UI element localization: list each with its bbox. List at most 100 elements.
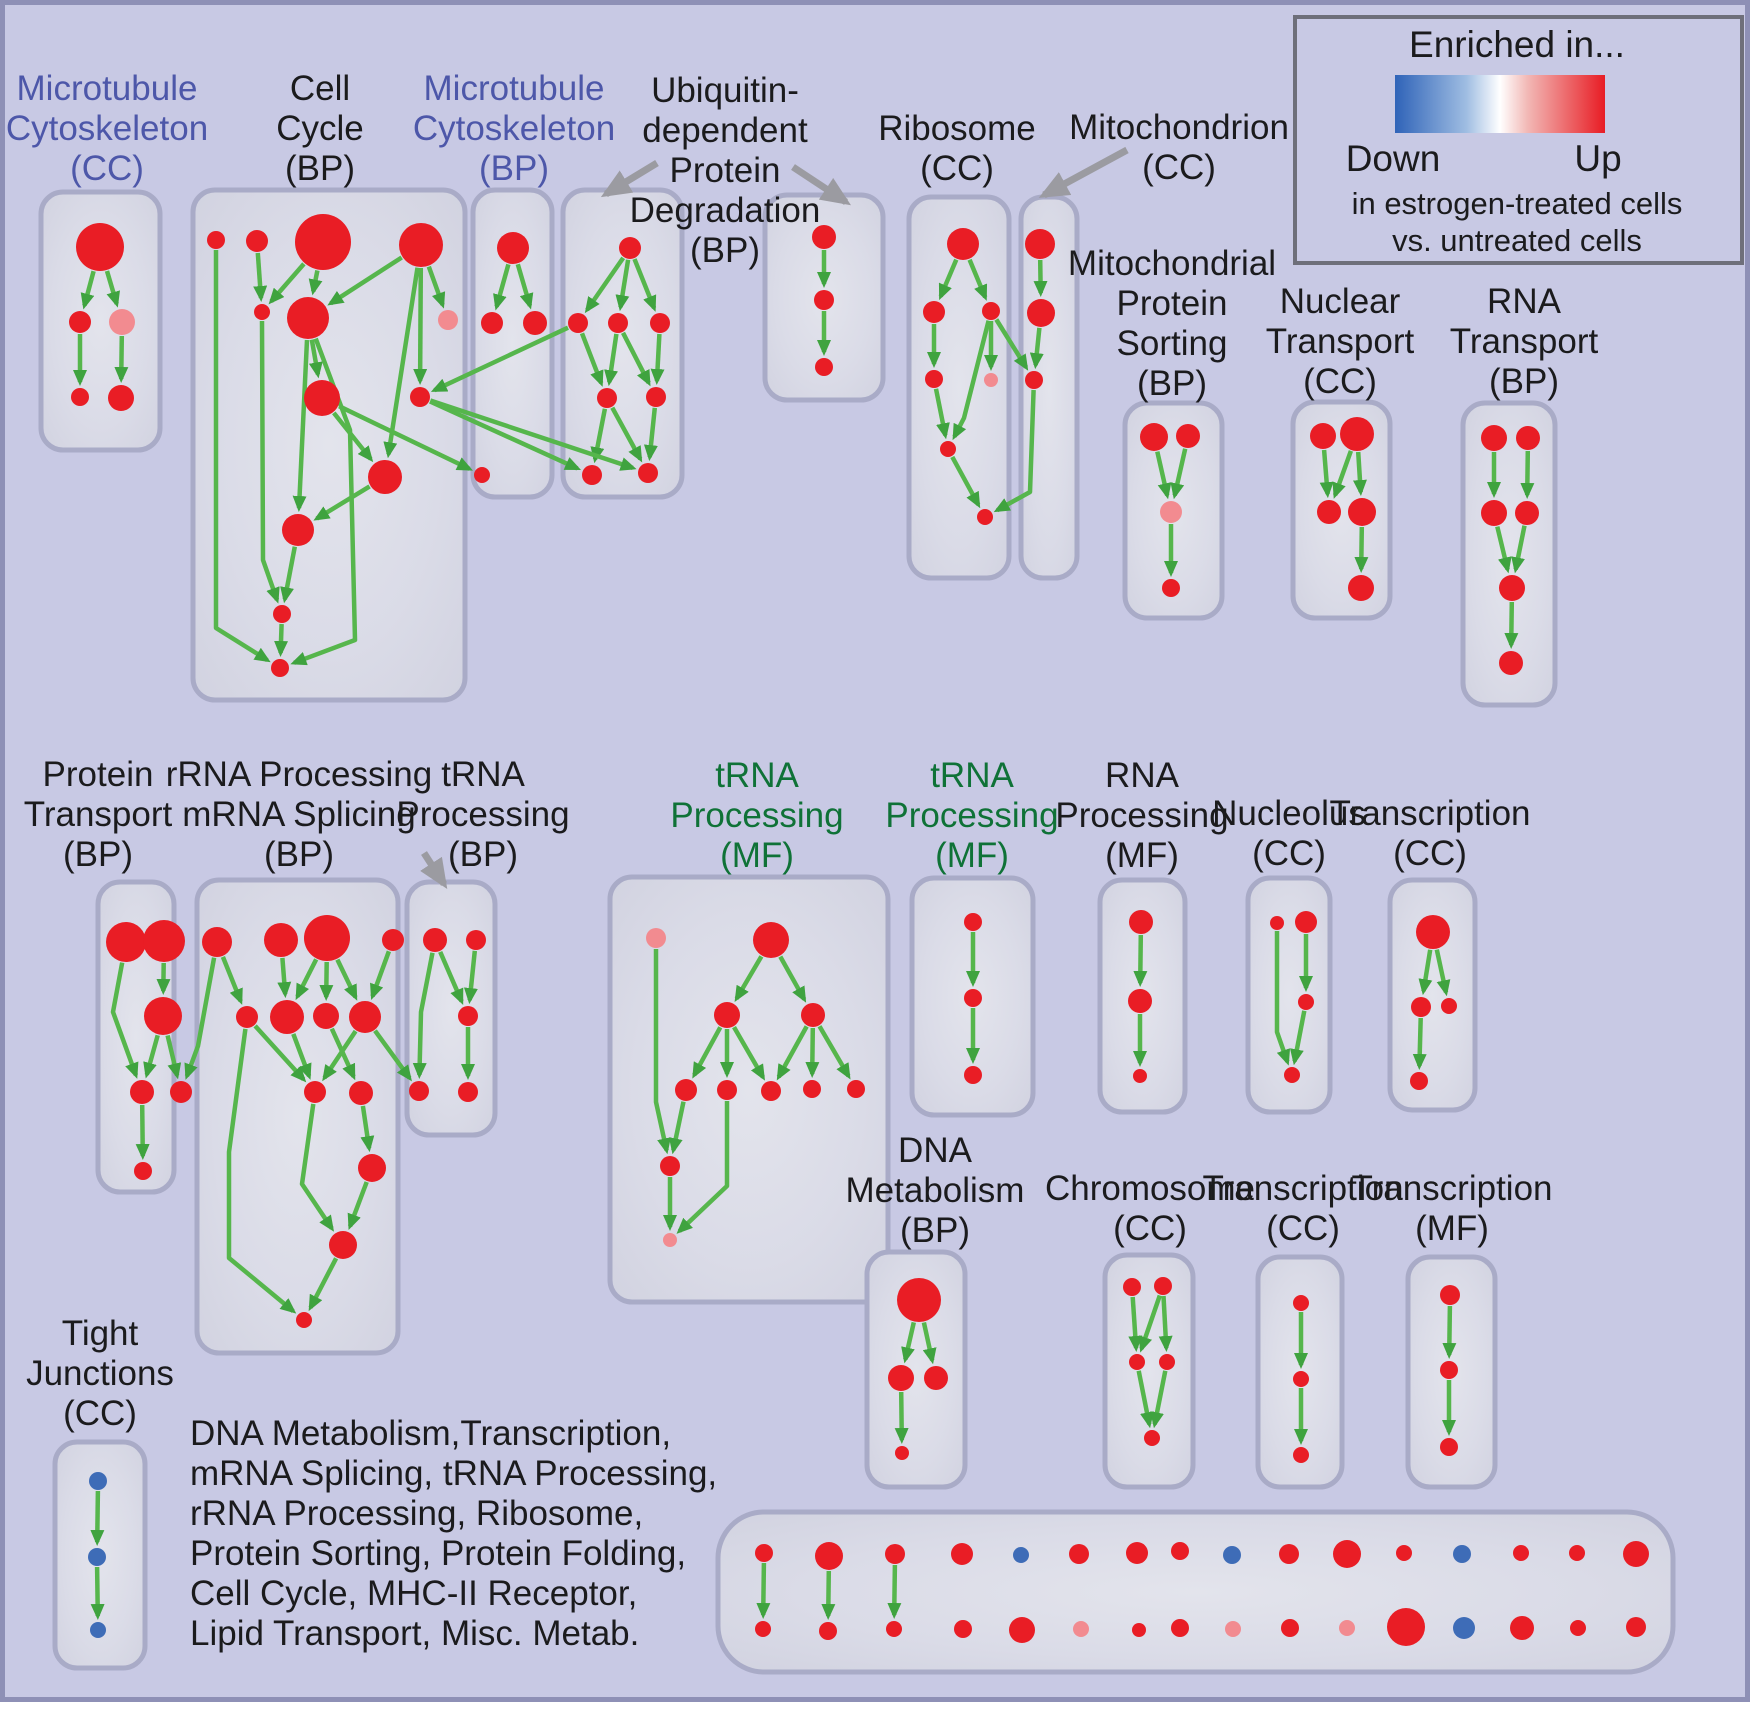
node-mixed-functions-3: [951, 1543, 973, 1565]
node-microtubule-cytoskeleton-cc-2: [109, 309, 135, 335]
node-nucleolus-3: [1284, 1067, 1300, 1083]
node-ubiquitin-degradation-b-2: [815, 358, 833, 376]
node-trna-processing-mf-b-2: [964, 1066, 982, 1084]
edge-cell-cycle: [383, 267, 420, 459]
node-protein-transport-4: [170, 1081, 192, 1103]
node-mixed-functions-21: [1073, 1621, 1089, 1637]
label-tight-junctions: Tight Junctions (CC): [26, 1314, 174, 1433]
node-trna-processing-mf-a-6: [761, 1081, 781, 1101]
node-mixed-functions-17: [819, 1622, 837, 1640]
node-mixed-functions-7: [1171, 1542, 1189, 1560]
legend-title: Enriched in...: [1409, 24, 1625, 65]
label-cell-cycle: Cell Cycle (BP): [276, 69, 364, 188]
node-trna-processing-mf-a-2: [714, 1002, 740, 1028]
node-mitochondrion-2: [1025, 371, 1043, 389]
label-microtubule-cytoskeleton-cc: Microtubule Cytoskeleton (CC): [6, 69, 208, 188]
edge-ribosome: [952, 320, 991, 441]
label-transcription-cc-upper: Transcription (CC): [1330, 794, 1531, 873]
node-mixed-functions-29: [1510, 1616, 1534, 1640]
node-mixed-functions-9: [1279, 1544, 1299, 1564]
node-chromosome-0: [1123, 1278, 1141, 1296]
edge-transcription-mf: [1442, 1305, 1457, 1359]
edge-cell-cycle: [308, 339, 323, 379]
node-mixed-functions-11: [1396, 1545, 1412, 1561]
node-mixed-functions-16: [755, 1621, 771, 1637]
node-chromosome-2: [1129, 1354, 1145, 1370]
node-mixed-functions-0: [755, 1544, 773, 1562]
edge-microtubule-cytoskeleton-bp: [515, 263, 534, 310]
node-transcription-cc-upper-1: [1411, 997, 1431, 1017]
node-rrna-processing-mrna-splicing-8: [304, 1081, 326, 1103]
node-nuclear-transport-0: [1310, 423, 1336, 449]
edge-trna-processing-bp: [412, 952, 435, 1079]
edge-ubiquitin-degradation-a: [650, 333, 665, 385]
node-rna-transport-5: [1499, 651, 1523, 675]
edge-dna-metabolism: [921, 1322, 937, 1365]
node-mixed-functions-1: [815, 1542, 843, 1570]
edge-rrna-processing-mrna-splicing: [277, 957, 292, 999]
node-mixed-functions-31: [1626, 1617, 1646, 1637]
node-dna-metabolism-2: [924, 1366, 948, 1390]
node-trna-processing-mf-a-5: [717, 1080, 737, 1100]
edge-nuclear-transport: [1352, 451, 1367, 496]
label-rrna-processing-mrna-splicing: rRNA Processing mRNA Splicing (BP): [166, 755, 432, 874]
node-mitochondrial-protein-sorting-2: [1160, 501, 1182, 523]
edge-rrna-processing-mrna-splicing: [319, 961, 334, 1001]
edge-ribosome: [950, 455, 981, 509]
edge-rna-processing-mf: [1133, 934, 1148, 987]
node-nuclear-transport-1: [1340, 417, 1374, 451]
label-mitochondrial-protein-sorting: Mitochondrial Protein Sorting (BP): [1068, 244, 1276, 403]
label-transcription-mf: Transcription (MF): [1352, 1169, 1553, 1248]
node-tight-junctions-1: [88, 1548, 106, 1566]
group-box-nucleolus: [1245, 875, 1333, 1115]
node-cell-cycle-4: [254, 304, 270, 320]
label-dna-metabolism: DNA Metabolism (BP): [846, 1131, 1025, 1250]
group-box-dna-metabolism: [864, 1249, 968, 1490]
node-mitochondrial-protein-sorting-3: [1162, 579, 1180, 597]
node-trna-processing-bp-3: [409, 1081, 429, 1101]
node-nucleolus-2: [1298, 994, 1314, 1010]
edge-dna-metabolism: [901, 1321, 916, 1364]
cross-edge-mitochondrion-to-ribosome: [993, 389, 1036, 513]
label-rna-processing-mf: RNA Processing (MF): [1055, 756, 1228, 875]
node-mixed-functions-18: [886, 1621, 902, 1637]
edge-cell-cycle: [327, 255, 403, 306]
node-nuclear-transport-3: [1348, 498, 1376, 526]
arrow-to-ubiquitin-b: [791, 164, 852, 206]
arrow-to-ubiquitin-a: [600, 160, 659, 198]
node-microtubule-cytoskeleton-cc-1: [69, 311, 91, 333]
node-mixed-functions-10: [1333, 1540, 1361, 1568]
edge-cell-cycle: [413, 267, 428, 385]
edge-cell-cycle: [213, 250, 271, 663]
edge-ubiquitin-degradation-a: [584, 256, 626, 314]
edge-ubiquitin-degradation-a: [604, 333, 619, 387]
node-trna-processing-mf-a-4: [675, 1079, 697, 1101]
edge-cell-cycle: [426, 265, 446, 309]
edge-nucleolus: [1274, 931, 1291, 1066]
edge-protein-transport: [165, 1034, 182, 1080]
node-mixed-functions-8: [1223, 1546, 1241, 1564]
node-mixed-functions-23: [1171, 1619, 1189, 1637]
legend-line2: vs. untreated cells: [1392, 223, 1642, 258]
node-cell-cycle-10: [282, 514, 314, 546]
node-microtubule-cytoskeleton-cc-4: [108, 385, 134, 411]
edge-mitochondrion: [1033, 259, 1048, 297]
node-mixed-functions-28: [1453, 1617, 1475, 1639]
edge-tight-junctions: [90, 1566, 105, 1620]
edge-rrna-processing-mrna-splicing: [335, 958, 358, 1001]
edge-rrna-processing-mrna-splicing: [299, 1103, 335, 1232]
node-protein-transport-3: [130, 1080, 154, 1104]
edge-rrna-processing-mrna-splicing: [226, 1028, 297, 1314]
edge-ubiquitin-degradation-a: [615, 259, 631, 312]
node-cell-cycle-6: [438, 310, 458, 330]
node-mixed-functions-2: [885, 1544, 905, 1564]
edge-mitochondrial-protein-sorting: [1155, 451, 1172, 500]
edge-microtubule-cytoskeleton-bp: [493, 263, 511, 311]
node-protein-transport-0: [106, 922, 146, 962]
node-cell-cycle-5: [287, 297, 329, 339]
node-mitochondrial-protein-sorting-0: [1140, 423, 1168, 451]
edge-nucleolus: [1289, 1010, 1307, 1066]
label-chromosome: Chromosome (CC): [1045, 1169, 1255, 1248]
node-trna-processing-bp-0: [423, 928, 447, 952]
edge-mitochondrial-protein-sorting: [1170, 448, 1188, 500]
